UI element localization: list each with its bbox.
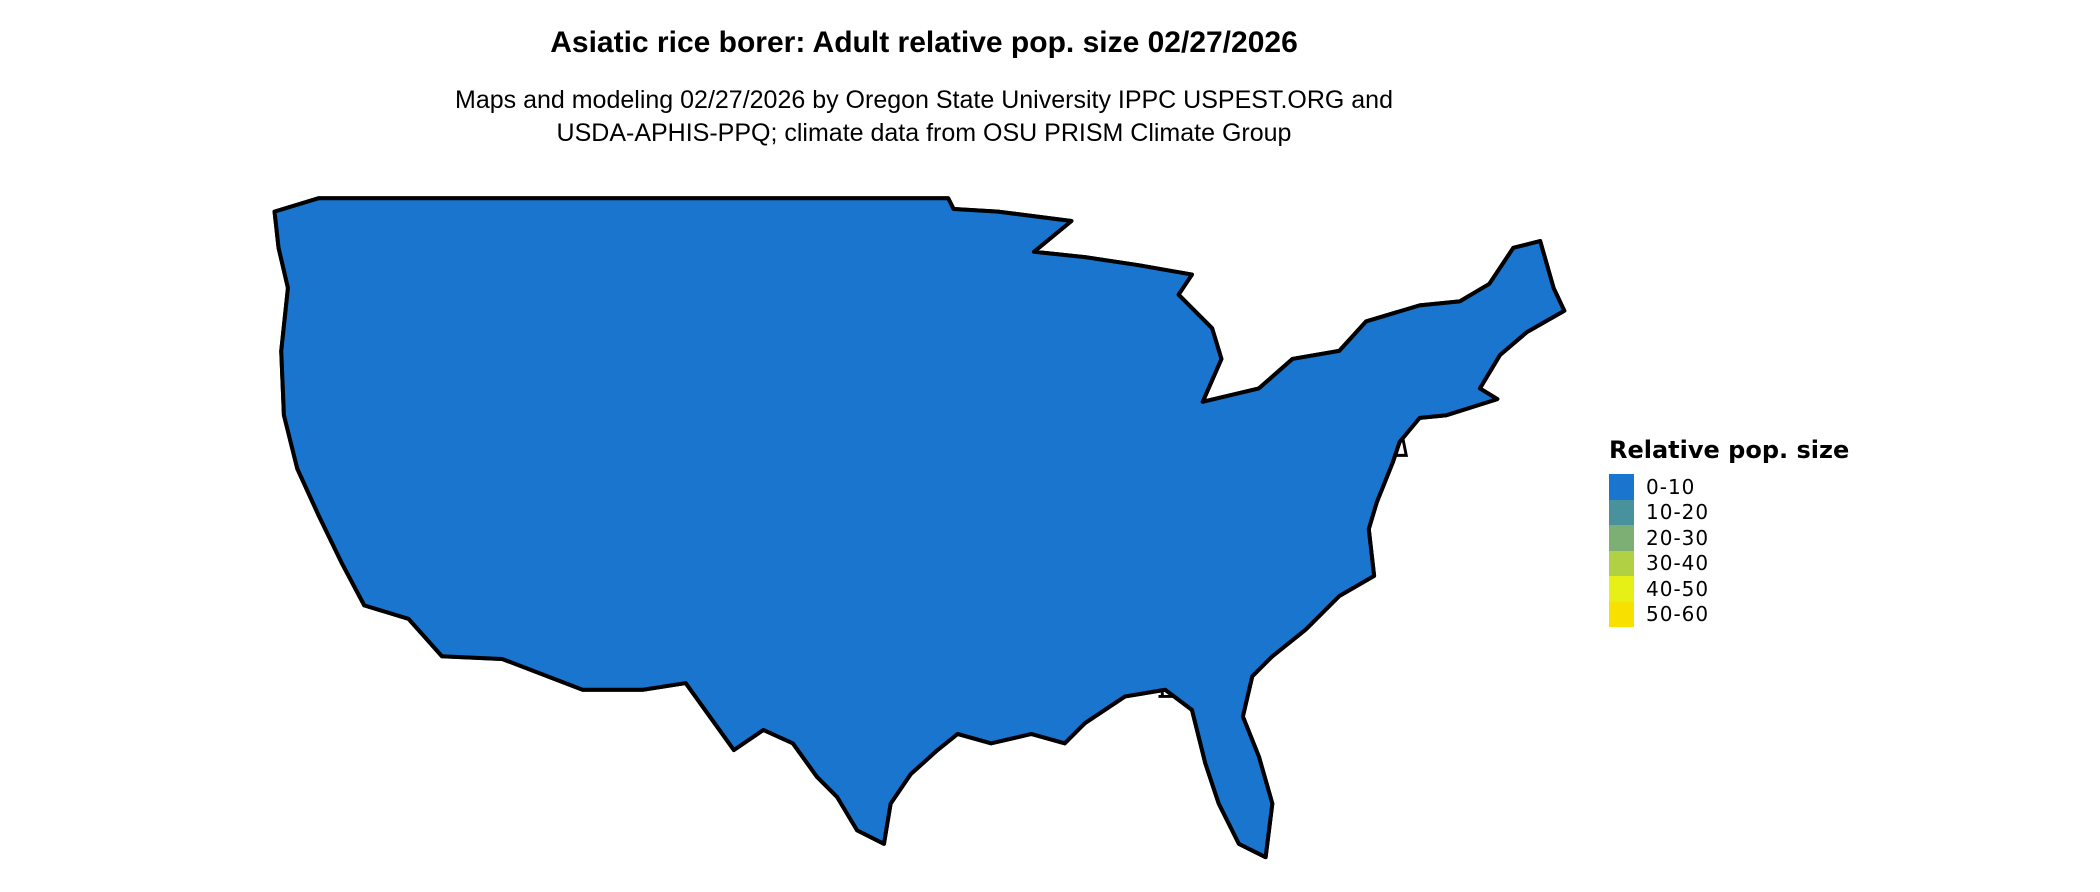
subtitle-line-1: Maps and modeling 02/27/2026 by Oregon S… bbox=[455, 86, 1393, 114]
legend-label: 10-20 bbox=[1646, 500, 1710, 525]
legend-item: 10-20 bbox=[1609, 499, 1849, 525]
legend-label: 30-40 bbox=[1646, 551, 1710, 576]
legend-swatch bbox=[1609, 601, 1634, 627]
legend-swatch bbox=[1609, 550, 1634, 576]
legend-label: 40-50 bbox=[1646, 576, 1710, 601]
map-title: Asiatic rice borer: Adult relative pop. … bbox=[550, 26, 1298, 59]
legend-item: 40-50 bbox=[1609, 576, 1849, 602]
legend-swatch bbox=[1609, 525, 1634, 551]
legend-item: 30-40 bbox=[1609, 550, 1849, 576]
subtitle-line-2: USDA-APHIS-PPQ; climate data from OSU PR… bbox=[556, 119, 1292, 147]
legend-swatch bbox=[1609, 474, 1634, 500]
legend-title: Relative pop. size bbox=[1609, 436, 1850, 464]
legend-label: 0-10 bbox=[1646, 474, 1696, 499]
legend-swatch bbox=[1609, 576, 1634, 602]
legend-item: 0-10 bbox=[1609, 474, 1849, 500]
legend-label: 20-30 bbox=[1646, 525, 1710, 550]
legend-item: 50-60 bbox=[1609, 601, 1849, 627]
legend-label: 50-60 bbox=[1646, 602, 1710, 627]
legend: Relative pop. size 0-10 10-20 20-30 30-40 40… bbox=[1609, 436, 1849, 627]
legend-swatch bbox=[1609, 499, 1634, 525]
map-subtitle: Maps and modeling 02/27/2026 by Oregon S… bbox=[0, 84, 1848, 150]
legend-item: 20-30 bbox=[1609, 525, 1849, 551]
